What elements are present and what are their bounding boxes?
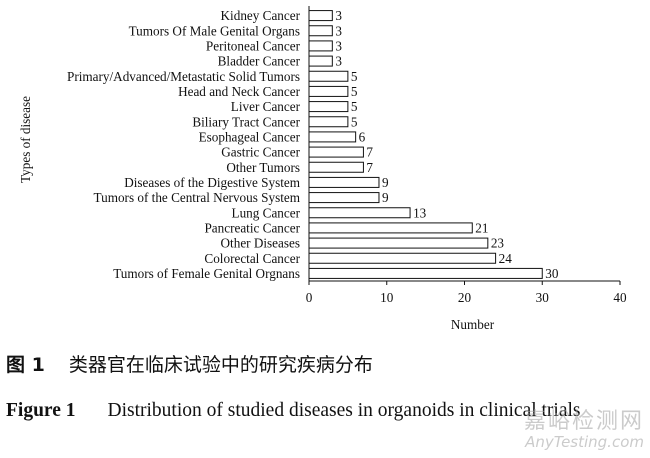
category-label: Liver Cancer	[231, 99, 301, 114]
category-label: Tumors of Female Genital Orgnans	[113, 266, 300, 281]
category-label: Pancreatic Cancer	[204, 220, 300, 235]
data-label: 5	[351, 84, 358, 99]
category-label: Tumors of the Central Nervous System	[94, 190, 301, 205]
category-label: Lung Cancer	[232, 205, 301, 220]
bar	[308, 116, 349, 128]
figure-caption-chinese-text: 类器官在临床试验中的研究疾病分布	[68, 354, 373, 376]
data-label: 21	[475, 220, 488, 235]
x-tick-label: 0	[306, 290, 313, 305]
figure-caption-chinese: 图 1 类器官在临床试验中的研究疾病分布	[6, 350, 373, 377]
data-label: 30	[545, 266, 559, 281]
data-label: 9	[382, 190, 389, 205]
data-label: 23	[491, 236, 505, 251]
bar	[308, 40, 333, 52]
watermark-english: AnyTesting.com	[525, 433, 644, 451]
figure-label-english: Figure 1	[6, 400, 76, 421]
bar	[308, 161, 364, 173]
bar	[308, 207, 411, 219]
category-label: Esophageal Cancer	[199, 129, 301, 144]
data-label: 7	[366, 160, 373, 175]
data-label: 6	[359, 129, 366, 144]
bar	[308, 10, 333, 22]
y-axis-title: Types of disease	[18, 96, 33, 183]
data-label: 3	[335, 23, 342, 38]
category-label: Primary/Advanced/Metastatic Solid Tumors	[67, 69, 300, 84]
bar	[308, 131, 357, 143]
bar	[308, 237, 489, 249]
x-tick-label: 10	[380, 290, 394, 305]
data-label: 9	[382, 175, 389, 190]
data-label: 5	[351, 99, 358, 114]
bar	[308, 252, 497, 264]
x-axis-ticks: 0 10 20 30 40	[306, 281, 627, 305]
category-label: Colorectal Cancer	[204, 251, 300, 266]
bar	[308, 222, 473, 234]
figure-caption-english: Figure 1 Distribution of studied diseases…	[6, 392, 646, 430]
data-label: 7	[366, 145, 373, 160]
bar	[308, 267, 543, 279]
bars-group	[308, 10, 543, 279]
category-label: Other Tumors	[226, 160, 300, 175]
data-label: 3	[335, 54, 342, 69]
category-label: Bladder Cancer	[218, 54, 301, 69]
data-label: 5	[351, 69, 358, 84]
bar	[308, 146, 364, 158]
category-label: Biliary Tract Cancer	[192, 114, 300, 129]
data-label: 13	[413, 205, 427, 220]
figure-caption-english-text: Distribution of studied diseases in orga…	[107, 400, 581, 421]
bar	[308, 55, 333, 67]
bar	[308, 25, 333, 37]
figure-label-chinese: 图 1	[6, 354, 45, 376]
category-label: Tumors Of Male Genital Organs	[129, 23, 300, 38]
category-label: Peritoneal Cancer	[206, 38, 301, 53]
category-label: Head and Neck Cancer	[178, 84, 301, 99]
data-label: 5	[351, 114, 358, 129]
bar	[308, 192, 380, 204]
category-label: Other Diseases	[221, 236, 300, 251]
category-label: Diseases of the Digestive System	[124, 175, 301, 190]
data-label: 3	[335, 8, 342, 23]
category-label: Kidney Cancer	[221, 8, 301, 23]
bar	[308, 85, 349, 97]
bar	[308, 176, 380, 188]
x-tick-label: 30	[536, 290, 550, 305]
bar	[308, 70, 349, 82]
bar	[308, 101, 349, 113]
x-axis-title: Number	[451, 317, 495, 332]
x-tick-label: 40	[613, 290, 627, 305]
watermark-chinese: 嘉峪检测网	[523, 409, 644, 434]
data-label: 3	[335, 38, 342, 53]
watermark: 嘉峪检测网 AnyTesting.com	[523, 409, 644, 451]
data-label: 24	[499, 251, 513, 266]
category-label: Gastric Cancer	[221, 145, 300, 160]
x-tick-label: 20	[458, 290, 472, 305]
